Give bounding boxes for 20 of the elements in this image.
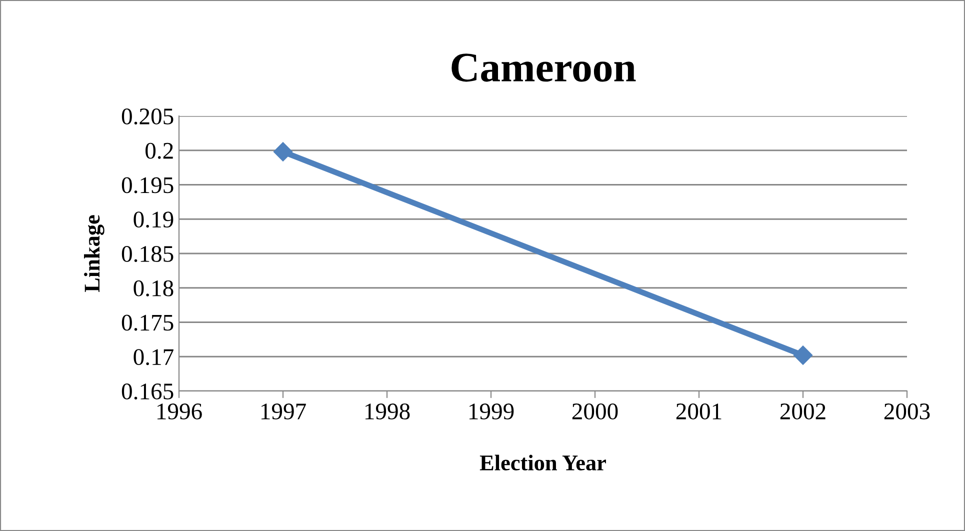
x-tick-label: 1998 — [365, 403, 410, 420]
chart-title: Cameroon — [452, 54, 636, 82]
y-tick-label: 0.19 — [134, 212, 174, 228]
x-axis-title: Election Year — [480, 454, 606, 470]
x-tick-label: 2000 — [572, 403, 618, 420]
x-tick-label: 1996 — [157, 404, 202, 420]
y-tick-label: 0.2 — [146, 142, 173, 159]
y-axis-title: Linkage — [84, 215, 104, 292]
x-tick-label: 1999 — [469, 404, 514, 420]
x-tick-label: 2001 — [676, 403, 722, 420]
y-tick-label: 0.185 — [122, 246, 174, 262]
y-tick-label: 0.17 — [134, 349, 174, 366]
x-tick-label: 2003 — [884, 403, 930, 420]
x-tick-label: 1997 — [261, 404, 306, 420]
y-tick-label: 0.18 — [134, 280, 174, 296]
y-tick-label: 0.195 — [122, 177, 174, 194]
x-tick-label: 2002 — [780, 403, 826, 420]
y-tick-label: 0.165 — [122, 383, 174, 400]
y-tick-label: 0.205 — [122, 108, 174, 125]
y-tick-label: 0.175 — [122, 314, 174, 331]
